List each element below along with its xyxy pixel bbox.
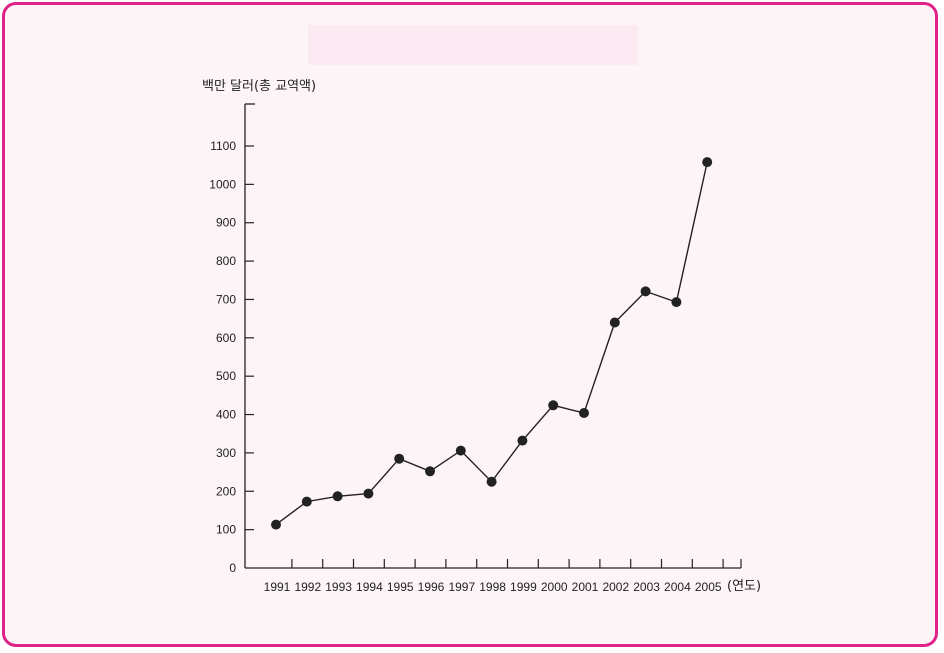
data-point xyxy=(609,317,620,328)
y-tick-label: 700 xyxy=(216,292,236,306)
data-point xyxy=(363,488,374,499)
y-tick-label: 1100 xyxy=(210,139,236,153)
data-point xyxy=(640,286,651,297)
data-point xyxy=(332,491,343,502)
data-point xyxy=(517,435,528,446)
y-tick-label: 300 xyxy=(216,446,236,460)
y-tick-label: 900 xyxy=(216,216,236,230)
x-tick-label: 2001 xyxy=(572,580,599,594)
data-point xyxy=(425,466,435,477)
y-tick-label: 800 xyxy=(216,254,236,268)
axes xyxy=(244,103,741,569)
x-axis-title: (연도) xyxy=(727,579,761,594)
y-tick-label: 0 xyxy=(229,561,236,575)
x-tick-label: 1999 xyxy=(510,580,537,594)
x-tick-label: 1998 xyxy=(479,580,506,594)
x-tick-label: 2000 xyxy=(541,580,568,594)
x-tick-label: 1993 xyxy=(325,580,352,594)
data-point xyxy=(702,157,713,168)
x-tick-label: 2002 xyxy=(602,580,629,594)
y-tick-label: 100 xyxy=(216,523,236,537)
x-tick-label: 1996 xyxy=(418,580,445,594)
y-tick-label: 200 xyxy=(216,484,236,498)
data-point xyxy=(455,445,466,456)
x-tick-label: 1997 xyxy=(448,580,475,594)
data-point xyxy=(301,496,312,507)
x-tick-label: 1995 xyxy=(387,580,414,594)
data-point xyxy=(548,400,559,411)
chart-frame xyxy=(2,2,938,647)
y-axis-title: 백만 달러(총 교역액) xyxy=(202,79,316,94)
x-tick-label: 1994 xyxy=(356,580,383,594)
x-tick-label: 2005 xyxy=(695,580,722,594)
series-group xyxy=(271,157,713,530)
y-tick-label: 500 xyxy=(216,369,236,383)
data-point xyxy=(486,476,497,487)
x-tick-label: 2003 xyxy=(633,580,660,594)
x-tick-label: 1991 xyxy=(264,580,291,594)
data-point xyxy=(671,297,682,308)
y-tick-label: 600 xyxy=(216,331,236,345)
x-tick-label: 2004 xyxy=(664,580,691,594)
data-point xyxy=(394,453,405,464)
title-band xyxy=(308,25,638,65)
y-tick-label: 1000 xyxy=(209,177,236,191)
x-tick-label: 1992 xyxy=(294,580,321,594)
y-tick-label: 400 xyxy=(216,408,236,422)
data-point xyxy=(579,408,589,418)
series-line xyxy=(275,161,708,526)
ticks: 0 100 200 300 400 500 600 700 800 900 1000 1100 1991… xyxy=(209,139,742,594)
data-point xyxy=(271,519,281,530)
